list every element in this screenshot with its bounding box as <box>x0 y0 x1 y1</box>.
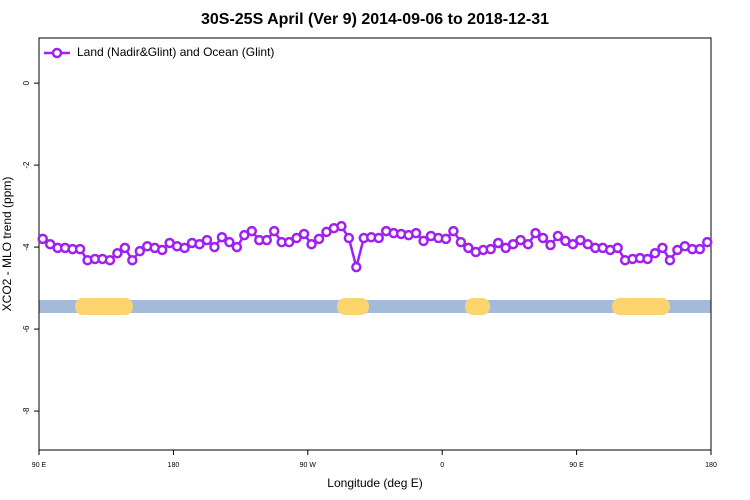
data-point <box>306 238 317 250</box>
land-band <box>337 298 369 315</box>
chart-title: 30S-25S April (Ver 9) 2014-09-06 to 2018… <box>201 11 549 28</box>
data-point <box>463 242 474 254</box>
data-point <box>291 232 302 244</box>
x-tick-label: 180 <box>168 462 180 469</box>
data-point <box>313 233 325 245</box>
data-point <box>201 234 213 246</box>
data-point <box>702 236 713 248</box>
data-point <box>104 254 116 266</box>
data-point <box>664 254 676 266</box>
data-point <box>545 239 556 251</box>
data-point <box>231 241 243 253</box>
data-point <box>261 234 272 246</box>
land-band <box>612 298 670 315</box>
data-point <box>373 232 384 244</box>
data-point <box>239 229 250 241</box>
data-point <box>37 233 48 245</box>
data-point <box>134 245 146 257</box>
legend-label: Land (Nadir&Glint) and Ocean (Glint) <box>77 45 274 59</box>
data-point <box>522 238 534 250</box>
data-point <box>537 232 549 244</box>
plot-frame <box>38 37 712 451</box>
data-point <box>194 238 205 250</box>
x-axis-label: Longitude (deg E) <box>327 476 422 490</box>
data-point <box>530 227 541 239</box>
y-tick-label: 0 <box>22 80 31 85</box>
land-band <box>465 298 490 315</box>
data-point <box>224 236 235 248</box>
land-ocean-strip <box>39 298 711 315</box>
x-tick-label: 0 <box>440 462 444 469</box>
data-point <box>657 242 668 254</box>
data-point <box>507 238 519 250</box>
data-point <box>179 242 190 254</box>
x-tick-label: 90 E <box>569 462 584 469</box>
data-point <box>298 228 310 240</box>
y-tick-label: -6 <box>22 325 31 333</box>
y-axis-label: XCO2 - MLO trend (ppm) <box>0 177 14 312</box>
data-point <box>440 233 452 245</box>
data-point <box>612 242 623 254</box>
data-point <box>216 231 228 243</box>
y-tick-label: -2 <box>22 161 31 169</box>
data-point <box>455 236 467 248</box>
y-tick-label: -4 <box>22 243 31 251</box>
data-point <box>127 254 138 266</box>
data-point <box>343 232 355 244</box>
y-tick-label: -8 <box>22 407 31 415</box>
data-point <box>552 230 564 242</box>
data-point <box>246 225 258 237</box>
data-point <box>209 241 220 253</box>
data-point <box>156 244 168 256</box>
data-point <box>485 243 496 255</box>
x-tick-label: 180 <box>705 462 717 469</box>
data-point <box>492 237 504 249</box>
data-point <box>351 261 362 273</box>
data-point <box>515 234 526 246</box>
data-point <box>268 225 280 237</box>
data-point <box>112 247 123 259</box>
data-point <box>119 242 131 254</box>
data-point <box>575 234 586 246</box>
land-band <box>75 298 133 315</box>
data-point <box>336 220 347 232</box>
data-point <box>74 243 86 255</box>
data-point <box>418 235 429 247</box>
x-tick-label: 90 E <box>32 462 47 469</box>
data-point <box>410 227 422 239</box>
ocean-band <box>39 300 711 313</box>
data-point <box>649 247 661 259</box>
data-point <box>694 243 706 255</box>
data-point <box>567 238 579 250</box>
data-point <box>642 253 653 265</box>
x-tick-label: 90 W <box>300 462 317 469</box>
data-point <box>283 236 295 248</box>
legend-marker <box>51 47 63 59</box>
data-point <box>448 225 459 237</box>
